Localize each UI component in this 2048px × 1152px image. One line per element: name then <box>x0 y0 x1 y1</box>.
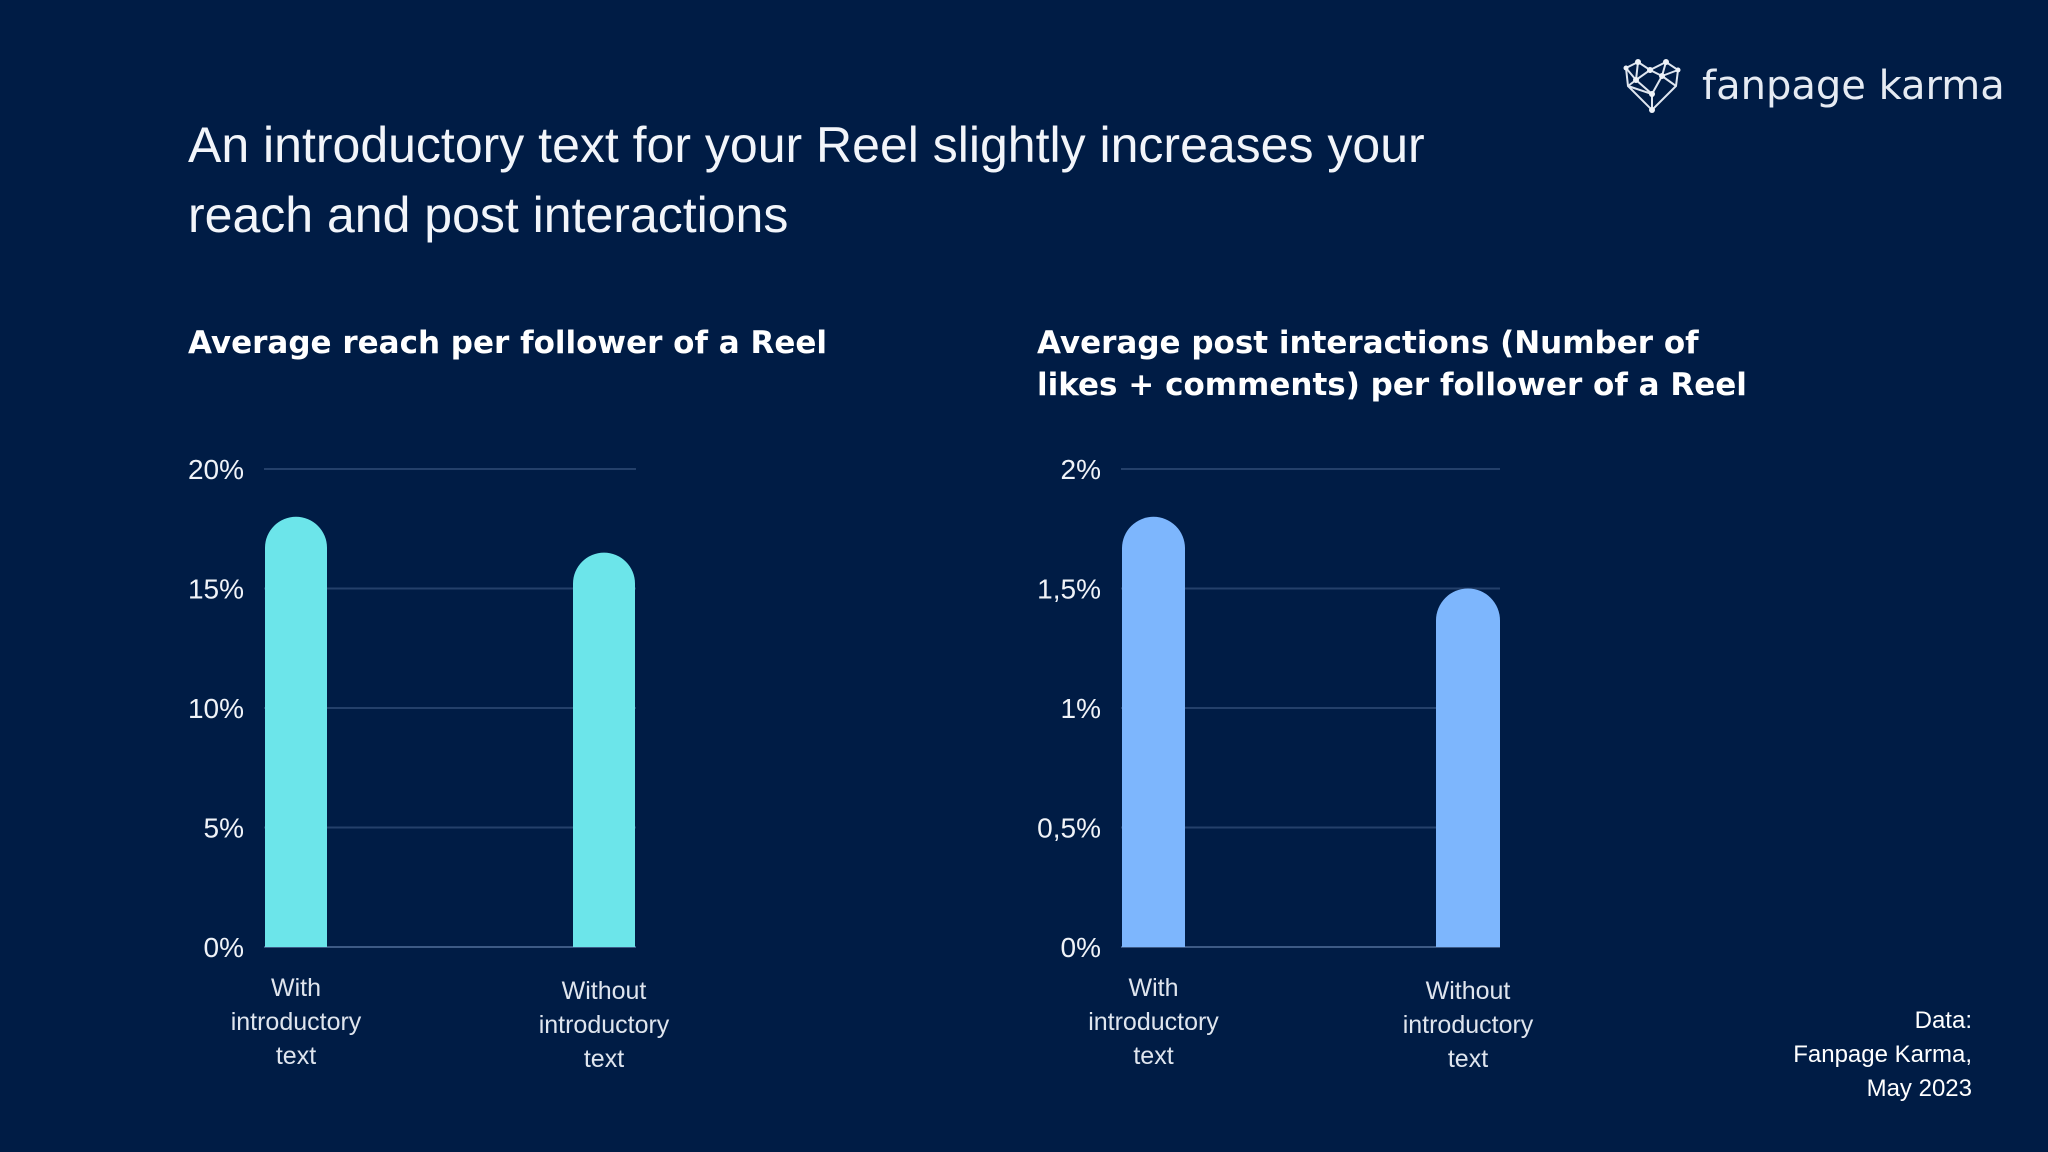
network-heart-icon <box>1623 59 1681 113</box>
x-category-label: Without <box>1426 977 1511 1005</box>
y-tick-label: 20% <box>188 454 244 485</box>
source-line: Fanpage Karma, <box>1793 1041 1972 1068</box>
x-category-label: With <box>271 974 321 1002</box>
bar <box>1436 588 1500 947</box>
source-line: May 2023 <box>1866 1075 1972 1102</box>
x-category-label: introductory <box>231 1008 362 1036</box>
page-title: An introductory text for your Reel sligh… <box>188 117 1425 243</box>
data-source: Data: Fanpage Karma, May 2023 <box>1793 1004 1972 1106</box>
x-category-label: introductory <box>1088 1008 1219 1036</box>
x-category-label: text <box>584 1045 624 1073</box>
y-tick-label: 2% <box>1061 454 1101 485</box>
x-category-label: introductory <box>1403 1011 1534 1039</box>
x-category-label: text <box>276 1042 316 1070</box>
y-tick-label: 0,5% <box>1037 813 1101 844</box>
y-tick-label: 10% <box>188 693 244 724</box>
y-tick-label: 0% <box>1061 932 1101 963</box>
x-category-label: introductory <box>539 1011 670 1039</box>
logo-text: fanpage karma <box>1702 63 2005 109</box>
bar <box>1122 516 1185 947</box>
chart-title-reach: Average reach per follower of a Reel <box>188 325 828 361</box>
brand-logo: fanpage karma <box>1622 58 2005 114</box>
y-tick-label: 1% <box>1061 693 1101 724</box>
bar <box>573 552 635 947</box>
y-tick-label: 5% <box>204 813 244 844</box>
chart-title-interactions: Average post interactions (Number of lik… <box>1037 325 1747 403</box>
x-category-label: text <box>1448 1045 1488 1073</box>
y-tick-label: 1,5% <box>1037 574 1101 605</box>
y-tick-label: 0% <box>204 932 244 963</box>
y-tick-label: 15% <box>188 574 244 605</box>
source-line: Data: <box>1914 1007 1972 1034</box>
x-category-label: Without <box>562 977 647 1005</box>
x-category-label: With <box>1129 974 1179 1002</box>
bar <box>265 516 327 947</box>
x-category-label: text <box>1133 1042 1173 1070</box>
